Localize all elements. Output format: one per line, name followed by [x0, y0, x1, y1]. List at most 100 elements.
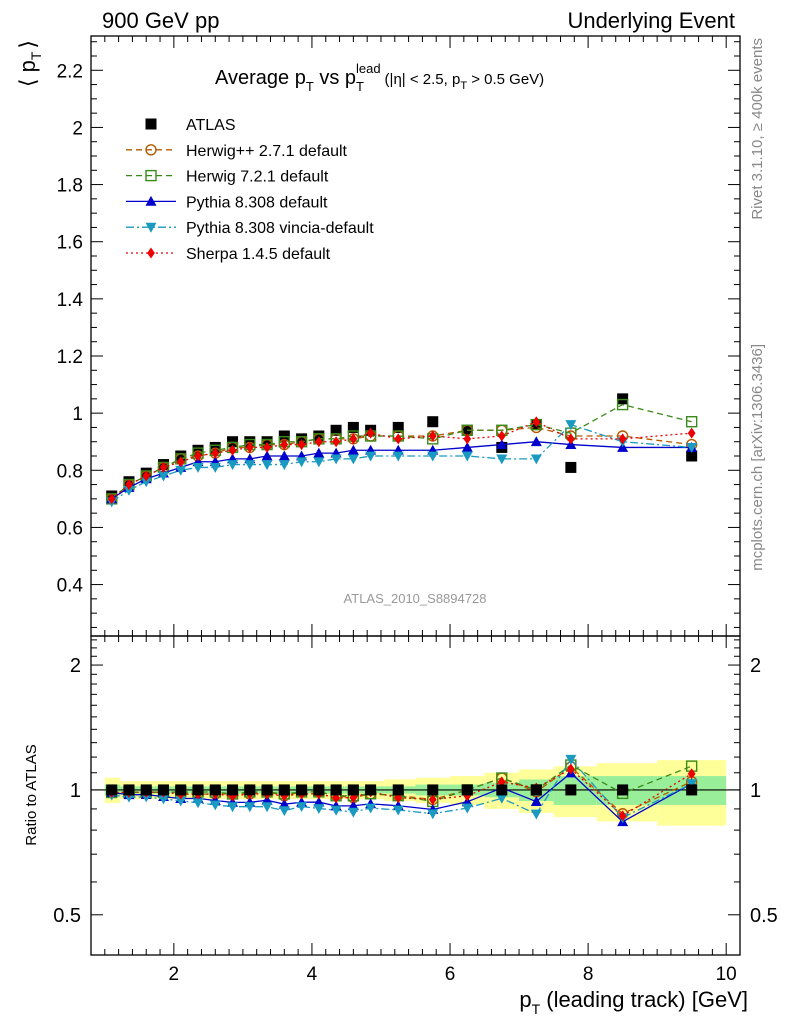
series-4-ratio-point — [496, 793, 508, 804]
series-4-ratio-point — [227, 802, 239, 813]
series-4-point — [530, 454, 542, 465]
legend-marker-4 — [145, 222, 157, 233]
legend-label-3: Pythia 8.308 default — [186, 194, 328, 211]
series-5-point — [532, 416, 541, 428]
header-right: Underlying Event — [567, 8, 735, 33]
series-5-point — [245, 441, 254, 453]
series-4-point — [313, 457, 325, 468]
side-rivet: Rivet 3.1.10, ≥ 400k events — [749, 38, 766, 220]
series-4-ratio-point — [278, 806, 290, 817]
side-mcplots: mcplots.cern.ch [arXiv:1306.3436] — [749, 344, 766, 571]
series-4-ratio-point — [461, 803, 473, 814]
series-4-ratio-point — [427, 809, 439, 820]
series-5-point — [566, 433, 575, 445]
series-4-ratio-point — [347, 807, 359, 818]
series-5-point — [428, 430, 437, 442]
series-4-point — [175, 465, 187, 476]
legend-label-0: ATLAS — [186, 117, 236, 134]
series-0-point — [565, 461, 577, 473]
ratio-ytick-label-right: 2 — [750, 655, 761, 677]
series-3-ratio-point — [530, 796, 542, 806]
ytick-label: 2 — [72, 118, 83, 139]
series-3-point — [278, 450, 290, 461]
series-4-point — [123, 485, 135, 496]
series-5-point — [211, 447, 220, 459]
xlabel: pT (leading track) [GeV] — [519, 987, 748, 1017]
series-0-point — [175, 450, 187, 462]
series-4-ratio-point — [296, 802, 308, 813]
series-5-point — [618, 433, 627, 445]
series-0-point — [244, 436, 256, 448]
ratio-ytick-label-right: 1 — [750, 780, 761, 802]
legend-label-2: Herwig 7.2.1 default — [186, 169, 329, 186]
series-0-ratio-point — [427, 784, 439, 796]
series-5-point — [176, 456, 185, 468]
ratio-plot — [106, 754, 698, 827]
series-4-point — [261, 460, 273, 471]
series-0-ratio-point — [175, 784, 187, 796]
series-3-ratio-point — [313, 796, 325, 807]
series-0-point — [296, 433, 308, 445]
series-0-point — [261, 436, 273, 448]
axes: 0.4 0.6 0.8 1 1.2 1.4 1.6 1.8 2 2.2 2 4 6 8 10 0.5 0.5 1 1… — [53, 35, 778, 985]
xtick-label: 4 — [307, 964, 318, 985]
series-4-point — [227, 460, 239, 471]
series-3-point — [496, 439, 508, 449]
series-4-point — [496, 454, 508, 465]
ytick-label: 1.4 — [57, 290, 84, 311]
series-4-point — [244, 460, 256, 471]
ytick-label: 1.8 — [57, 176, 83, 197]
series-3-point — [461, 441, 473, 452]
series-4-line — [111, 423, 692, 503]
series-4-ratio-point — [392, 805, 404, 816]
ytick-label: 0.6 — [57, 518, 83, 539]
series-0-ratio-point — [244, 784, 256, 796]
series-4-ratio-point — [175, 796, 187, 807]
series-3-point — [261, 450, 273, 461]
legend-marker-5 — [147, 247, 155, 259]
series-3-point — [530, 436, 542, 447]
series-4-ratio-point — [565, 754, 577, 765]
series-2-line — [111, 403, 692, 500]
series-5-point — [332, 436, 340, 448]
legend-label-5: Sherpa 1.4.5 default — [186, 246, 331, 263]
series-2-point — [685, 416, 698, 428]
chart-title: Average pT vs pTlead(|η| < 2.5, pT > 0.5… — [215, 61, 544, 94]
series-4-point — [565, 420, 577, 431]
series-5-point — [125, 479, 133, 491]
series-0-point — [347, 421, 359, 433]
series-4-ratio-point — [365, 803, 377, 814]
main-ylabel: ⟨ pT⟩ — [15, 40, 44, 87]
series-0-ratio-point — [296, 784, 308, 796]
series-0-point — [617, 393, 629, 405]
series-0-ratio-point — [686, 784, 698, 796]
series-4-point — [392, 451, 404, 462]
series-0-point — [427, 416, 439, 428]
series-4-point — [427, 451, 439, 462]
series-0-ratio-point — [192, 784, 204, 796]
series-3-ratio-point — [261, 794, 273, 805]
series-4-ratio-point — [261, 802, 273, 813]
series-4-point — [330, 454, 342, 465]
series-5-point — [314, 436, 323, 448]
series-0-ratio-point — [106, 784, 118, 796]
series-0-ratio-point — [530, 784, 542, 796]
series-4-point — [140, 477, 152, 488]
series-0-point — [278, 430, 290, 442]
xtick-label: 10 — [716, 964, 737, 985]
series-0-ratio-point — [313, 784, 325, 796]
series-5-point — [349, 433, 358, 445]
legend-marker-0 — [145, 118, 157, 130]
series-3-point — [313, 447, 325, 458]
legend-label-1: Herwig++ 2.7.1 default — [186, 143, 348, 160]
series-4-point — [157, 471, 169, 482]
analysis-watermark: ATLAS_2010_S8894728 — [344, 591, 487, 606]
series-0-ratio-point — [565, 784, 577, 796]
series-4-ratio-point — [192, 798, 204, 809]
series-4-ratio-point — [313, 804, 325, 814]
legend-marker-3 — [145, 195, 157, 206]
series-0-point — [227, 436, 239, 448]
ratio-frame — [90, 635, 741, 956]
ratio-ytick-label: 1 — [70, 780, 81, 802]
